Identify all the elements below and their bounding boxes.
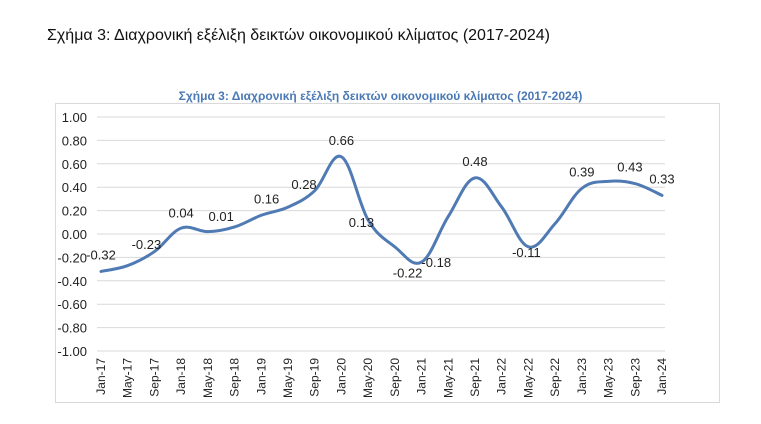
y-axis-ticks: 1.00 0.80 0.60 0.40 0.20 0.00 -0.20 -0.40 -0.60 -…: [57, 110, 87, 359]
series-group: [99, 154, 664, 273]
x-tick-label: Sep-18: [228, 358, 242, 397]
x-tick-label: Sep-21: [468, 358, 482, 397]
y-tick-label: 0.60: [62, 157, 87, 172]
x-tick-label: Jan-24: [655, 358, 669, 395]
x-tick-label: Jan-19: [254, 358, 268, 395]
data-label: -0.32: [86, 247, 116, 262]
data-label: 0.43: [617, 160, 642, 175]
data-label: 0.01: [209, 209, 234, 224]
data-label: 0.66: [329, 133, 354, 148]
data-label: 0.13: [349, 215, 374, 230]
x-tick-label: Sep-19: [308, 358, 322, 397]
chart-title: Σχήμα 3: Διαχρονική εξέλιξη δεικτών οικο…: [178, 89, 583, 103]
x-tick-label: Jan-21: [415, 358, 429, 395]
gridlines: [97, 116, 665, 352]
y-tick-label: 1.00: [62, 110, 87, 125]
y-tick-label: 0.20: [62, 204, 87, 219]
y-tick-label: -0.60: [57, 297, 87, 312]
x-tick-label: May-20: [361, 358, 375, 398]
y-tick-label: -0.80: [57, 321, 87, 336]
x-axis-ticks: Jan-17 May-17 Sep-17 Jan-18 May-18 Sep-18 Jan-…: [94, 358, 669, 398]
x-tick-label: Jan-20: [334, 358, 348, 395]
x-tick-label: Jan-17: [94, 358, 108, 395]
data-label: -0.22: [393, 266, 423, 281]
x-tick-label: Sep-23: [628, 358, 642, 397]
y-tick-label: 0.00: [62, 227, 87, 242]
x-tick-label: May-18: [201, 358, 215, 398]
data-label: -0.23: [132, 237, 162, 252]
y-tick-label: -1.00: [57, 344, 87, 359]
data-label: 0.48: [462, 154, 487, 169]
x-tick-label: May-23: [602, 358, 616, 398]
x-tick-label: May-22: [521, 358, 535, 398]
x-tick-label: Jan-18: [174, 358, 188, 395]
x-tick-label: Jan-23: [575, 358, 589, 395]
x-tick-label: Sep-20: [388, 358, 402, 397]
document-caption: Σχήμα 3: Διαχρονική εξέλιξη δεικτών οικο…: [47, 27, 550, 44]
y-tick-label: 0.80: [62, 133, 87, 148]
x-tick-label: Sep-22: [548, 358, 562, 397]
series-line: [99, 154, 664, 273]
data-label: 0.04: [168, 205, 193, 220]
x-tick-label: Jan-22: [495, 358, 509, 395]
x-tick-label: Sep-17: [147, 358, 161, 397]
data-label: 0.33: [649, 171, 674, 186]
data-label: -0.11: [512, 245, 541, 260]
data-label: -0.18: [421, 255, 451, 270]
x-tick-label: May-21: [441, 358, 455, 398]
y-tick-label: 0.40: [62, 180, 87, 195]
y-tick-label: -0.40: [57, 274, 87, 289]
data-labels: -0.32-0.230.04 0.010.160.280.660.13-0.22-…: [86, 133, 674, 281]
x-tick-label: May-17: [121, 358, 135, 398]
data-label: 0.28: [291, 177, 316, 192]
x-tick-label: May-19: [281, 358, 295, 398]
data-label: 0.16: [254, 191, 279, 206]
chart-frame: [55, 103, 720, 403]
y-tick-label: -0.20: [57, 250, 87, 265]
data-label: 0.39: [569, 164, 594, 179]
